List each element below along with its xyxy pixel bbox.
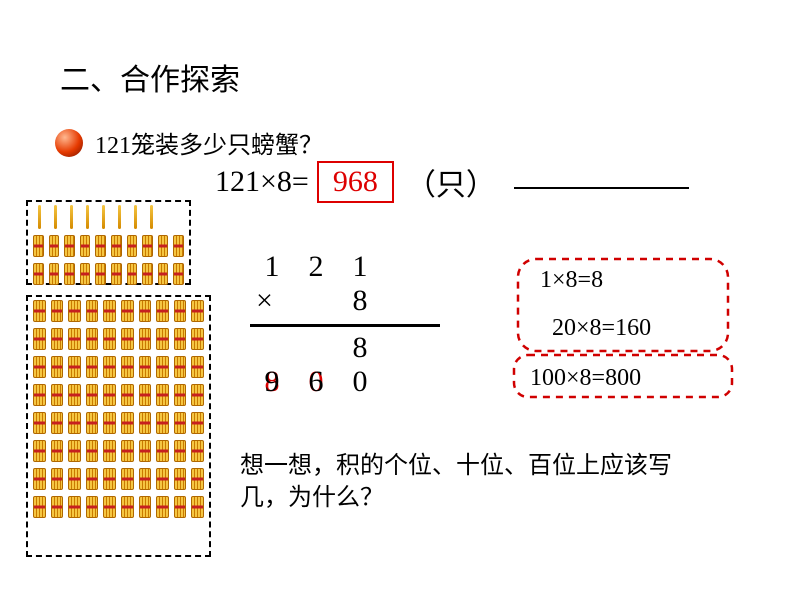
digit [294,284,338,318]
question-row: 121笼装多少只螃蟹？ [55,125,323,160]
callout-line-2: 20×8=160 [552,315,651,342]
rule-line [250,324,440,327]
equation-answer: 968 [317,161,394,203]
section-title: 二、合作探索 [60,55,240,99]
digit: 0 [338,365,382,399]
callout-line-1: 1×8=8 [540,267,603,294]
blank-line [514,187,689,189]
digit-front: 9 [265,365,280,398]
digit [250,331,294,365]
equation-lhs: 121×8= [215,165,309,199]
multiplicand-row: 1 2 1 [250,250,440,284]
illustration-box-large [26,295,211,557]
digit: 1 [250,250,294,284]
digit: 2 [294,250,338,284]
digit [294,331,338,365]
callout-group: 1×8=8 20×8=160 100×8=800 [510,255,740,400]
equation-unit: （只） [406,160,496,204]
bullet-sphere-icon [55,129,83,157]
vertical-multiplication: 1 2 1 × 8 8 8 9 0 6 0 [250,250,440,399]
digit: 1 [338,250,382,284]
digit-overlap: 8 9 [250,365,294,399]
question-text: 121笼装多少只螃蟹？ [95,125,323,160]
digit-overlap: 0 6 [294,365,338,399]
callout-line-3: 100×8=800 [530,365,641,392]
partial-row-1: 8 [250,331,440,365]
digit: 8 [338,284,382,318]
partial-row-2: 8 9 0 6 0 [250,365,440,399]
digit: 8 [338,331,382,365]
think-prompt: 想一想，积的个位、十位、百位上应该写几，为什么？ [240,450,700,515]
multiply-sign: × [250,284,294,318]
digit-front: 6 [309,365,324,398]
equation: 121×8= 968 （只） [215,160,689,204]
illustration-box-small [26,200,191,285]
multiplier-row: × 8 [250,284,440,318]
